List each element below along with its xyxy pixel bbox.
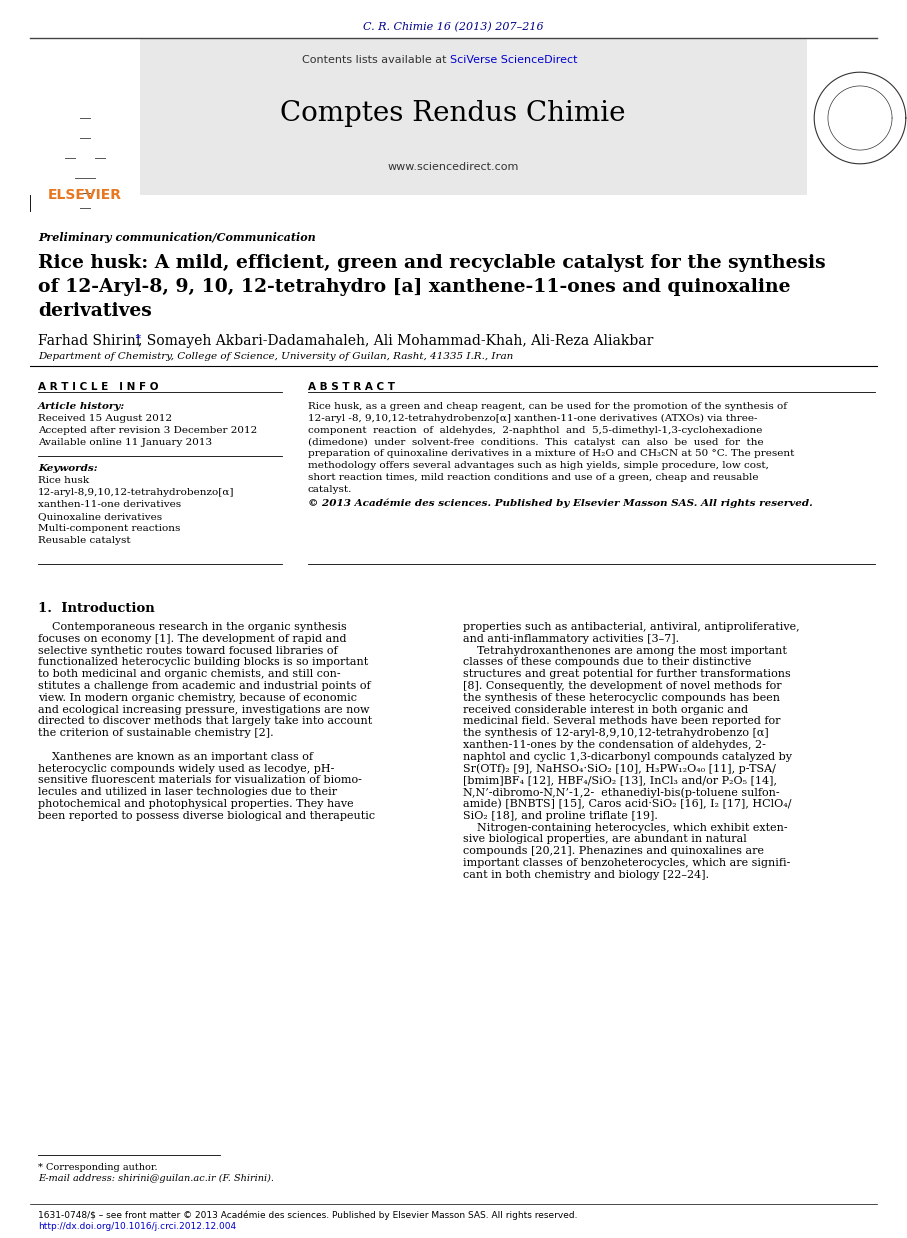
Text: naphtol and cyclic 1,3-dicarbonyl compounds catalyzed by: naphtol and cyclic 1,3-dicarbonyl compou…	[463, 751, 792, 761]
Text: important classes of benzoheterocycles, which are signifi-: important classes of benzoheterocycles, …	[463, 858, 790, 868]
Text: Article history:: Article history:	[38, 402, 125, 411]
Text: the criterion of sustainable chemistry [2].: the criterion of sustainable chemistry […	[38, 728, 274, 738]
Text: Rice husk: A mild, efficient, green and recyclable catalyst for the synthesis: Rice husk: A mild, efficient, green and …	[38, 254, 825, 272]
Text: [bmim]BF₄ [12], HBF₄/SiO₂ [13], InCl₃ and/or P₂O₅ [14],: [bmim]BF₄ [12], HBF₄/SiO₂ [13], InCl₃ an…	[463, 775, 777, 785]
Text: directed to discover methods that largely take into account: directed to discover methods that largel…	[38, 717, 372, 727]
Text: stitutes a challenge from academic and industrial points of: stitutes a challenge from academic and i…	[38, 681, 371, 691]
Text: Comptes Rendus Chimie: Comptes Rendus Chimie	[280, 100, 626, 128]
Text: 1.  Introduction: 1. Introduction	[38, 602, 155, 615]
Text: short reaction times, mild reaction conditions and use of a green, cheap and reu: short reaction times, mild reaction cond…	[308, 473, 758, 482]
Text: [8]. Consequently, the development of novel methods for: [8]. Consequently, the development of no…	[463, 681, 782, 691]
Text: Reusable catalyst: Reusable catalyst	[38, 536, 131, 545]
Text: SciVerse ScienceDirect: SciVerse ScienceDirect	[450, 54, 578, 66]
Text: A R T I C L E   I N F O: A R T I C L E I N F O	[38, 383, 159, 392]
Text: lecules and utilized in laser technologies due to their: lecules and utilized in laser technologi…	[38, 787, 337, 797]
Text: xanthen-11-ones by the condensation of aldehydes, 2-: xanthen-11-ones by the condensation of a…	[463, 740, 766, 750]
Text: Tetrahydroxanthenones are among the most important: Tetrahydroxanthenones are among the most…	[463, 645, 787, 656]
Text: received considerable interest in both organic and: received considerable interest in both o…	[463, 704, 748, 714]
Text: Available online 11 January 2013: Available online 11 January 2013	[38, 438, 212, 447]
Text: photochemical and photophysical properties. They have: photochemical and photophysical properti…	[38, 799, 354, 808]
Text: *: *	[132, 334, 141, 344]
Text: A B S T R A C T: A B S T R A C T	[308, 383, 395, 392]
Text: Sr(OTf)₂ [9], NaHSO₄·SiO₂ [10], H₃PW₁₂O₄₀ [11], p-TSA/: Sr(OTf)₂ [9], NaHSO₄·SiO₂ [10], H₃PW₁₂O₄…	[463, 764, 775, 774]
Text: Contemporaneous research in the organic synthesis: Contemporaneous research in the organic …	[38, 621, 346, 633]
Text: functionalized heterocyclic building blocks is so important: functionalized heterocyclic building blo…	[38, 657, 368, 667]
Text: selective synthetic routes toward focused libraries of: selective synthetic routes toward focuse…	[38, 645, 337, 656]
Text: Multi-component reactions: Multi-component reactions	[38, 524, 180, 534]
Text: , Somayeh Akbari-Dadamahaleh, Ali Mohammad-Khah, Ali-Reza Aliakbar: , Somayeh Akbari-Dadamahaleh, Ali Mohamm…	[138, 334, 653, 348]
Text: the synthesis of these heterocyclic compounds has been: the synthesis of these heterocyclic comp…	[463, 693, 780, 703]
Text: been reported to possess diverse biological and therapeutic: been reported to possess diverse biologi…	[38, 811, 375, 821]
Text: of 12-Aryl-8, 9, 10, 12-tetrahydro [a] xanthene-11-ones and quinoxaline: of 12-Aryl-8, 9, 10, 12-tetrahydro [a] x…	[38, 279, 791, 296]
Text: methodology offers several advantages such as high yields, simple procedure, low: methodology offers several advantages su…	[308, 461, 769, 470]
Text: Preliminary communication/Communication: Preliminary communication/Communication	[38, 232, 316, 243]
Text: Department of Chemistry, College of Science, University of Guilan, Rasht, 41335 : Department of Chemistry, College of Scie…	[38, 352, 513, 361]
Text: Accepted after revision 3 December 2012: Accepted after revision 3 December 2012	[38, 426, 258, 435]
FancyBboxPatch shape	[140, 38, 807, 196]
FancyBboxPatch shape	[30, 196, 31, 212]
Text: Farhad Shirini: Farhad Shirini	[38, 334, 141, 348]
Text: properties such as antibacterial, antiviral, antiproliferative,: properties such as antibacterial, antivi…	[463, 621, 800, 633]
Text: sensitive fluorescent materials for visualization of biomo-: sensitive fluorescent materials for visu…	[38, 775, 362, 785]
Text: amide) [BNBTS] [15], Caros acid·SiO₂ [16], I₂ [17], HClO₄/: amide) [BNBTS] [15], Caros acid·SiO₂ [16…	[463, 799, 792, 810]
Text: component  reaction  of  aldehydes,  2-naphthol  and  5,5-dimethyl-1,3-cyclohexa: component reaction of aldehydes, 2-napht…	[308, 426, 763, 435]
Text: view. In modern organic chemistry, because of economic: view. In modern organic chemistry, becau…	[38, 693, 357, 703]
Text: E-mail address: shirini@guilan.ac.ir (F. Shirini).: E-mail address: shirini@guilan.ac.ir (F.…	[38, 1174, 274, 1184]
Text: Quinoxaline derivatives: Quinoxaline derivatives	[38, 513, 162, 521]
Text: C. R. Chimie 16 (2013) 207–216: C. R. Chimie 16 (2013) 207–216	[363, 22, 543, 32]
Text: SiO₂ [18], and proline triflate [19].: SiO₂ [18], and proline triflate [19].	[463, 811, 658, 821]
Text: heterocyclic compounds widely used as lecodye, pH-: heterocyclic compounds widely used as le…	[38, 764, 335, 774]
Text: http://dx.doi.org/10.1016/j.crci.2012.12.004: http://dx.doi.org/10.1016/j.crci.2012.12…	[38, 1222, 236, 1231]
Text: focuses on economy [1]. The development of rapid and: focuses on economy [1]. The development …	[38, 634, 346, 644]
Text: and ecological increasing pressure, investigations are now: and ecological increasing pressure, inve…	[38, 704, 369, 714]
Text: * Corresponding author.: * Corresponding author.	[38, 1162, 158, 1172]
Text: www.sciencedirect.com: www.sciencedirect.com	[387, 162, 519, 172]
Text: 12-aryl-8,9,10,12-tetrahydrobenzo[α]: 12-aryl-8,9,10,12-tetrahydrobenzo[α]	[38, 488, 235, 496]
Text: the synthesis of 12-aryl-8,9,10,12-tetrahydrobenzo [α]: the synthesis of 12-aryl-8,9,10,12-tetra…	[463, 728, 769, 738]
Text: derivatives: derivatives	[38, 302, 151, 319]
Text: Rice husk, as a green and cheap reagent, can be used for the promotion of the sy: Rice husk, as a green and cheap reagent,…	[308, 402, 787, 411]
Text: 12-aryl -8, 9,10,12-tetrahydrobenzo[α] xanthen-11-one derivatives (ATXOs) via th: 12-aryl -8, 9,10,12-tetrahydrobenzo[α] x…	[308, 413, 757, 423]
Text: sive biological properties, are abundant in natural: sive biological properties, are abundant…	[463, 834, 746, 844]
Text: to both medicinal and organic chemists, and still con-: to both medicinal and organic chemists, …	[38, 670, 341, 680]
Text: compounds [20,21]. Phenazines and quinoxalines are: compounds [20,21]. Phenazines and quinox…	[463, 847, 764, 857]
Text: Xanthenes are known as an important class of: Xanthenes are known as an important clas…	[38, 751, 313, 761]
Text: classes of these compounds due to their distinctive: classes of these compounds due to their …	[463, 657, 751, 667]
Text: (dimedone)  under  solvent-free  conditions.  This  catalyst  can  also  be  use: (dimedone) under solvent-free conditions…	[308, 437, 764, 447]
Text: catalyst.: catalyst.	[308, 484, 353, 494]
Text: xanthen-11-one derivatives: xanthen-11-one derivatives	[38, 500, 181, 509]
Text: Contents lists available at: Contents lists available at	[302, 54, 450, 66]
Text: structures and great potential for further transformations: structures and great potential for furth…	[463, 670, 791, 680]
Text: Nitrogen-containing heterocycles, which exhibit exten-: Nitrogen-containing heterocycles, which …	[463, 822, 787, 833]
Text: Rice husk: Rice husk	[38, 475, 89, 485]
Text: and anti-inflammatory activities [3–7].: and anti-inflammatory activities [3–7].	[463, 634, 679, 644]
Text: preparation of quinoxaline derivatives in a mixture of H₂O and CH₃CN at 50 °C. T: preparation of quinoxaline derivatives i…	[308, 449, 795, 458]
Text: © 2013 Académie des sciences. Published by Elsevier Masson SAS. All rights reser: © 2013 Académie des sciences. Published …	[308, 499, 813, 508]
Text: N,N’-dibromo-N,N’-1,2-  ethanediyl-bis(p-toluene sulfon-: N,N’-dibromo-N,N’-1,2- ethanediyl-bis(p-…	[463, 787, 780, 797]
Text: ELSEVIER: ELSEVIER	[48, 188, 122, 202]
Text: 1631-0748/$ – see front matter © 2013 Académie des sciences. Published by Elsevi: 1631-0748/$ – see front matter © 2013 Ac…	[38, 1210, 578, 1219]
Text: Keywords:: Keywords:	[38, 464, 98, 473]
Text: medicinal field. Several methods have been reported for: medicinal field. Several methods have be…	[463, 717, 781, 727]
Text: Received 15 August 2012: Received 15 August 2012	[38, 413, 172, 423]
Text: cant in both chemistry and biology [22–24].: cant in both chemistry and biology [22–2…	[463, 870, 709, 880]
